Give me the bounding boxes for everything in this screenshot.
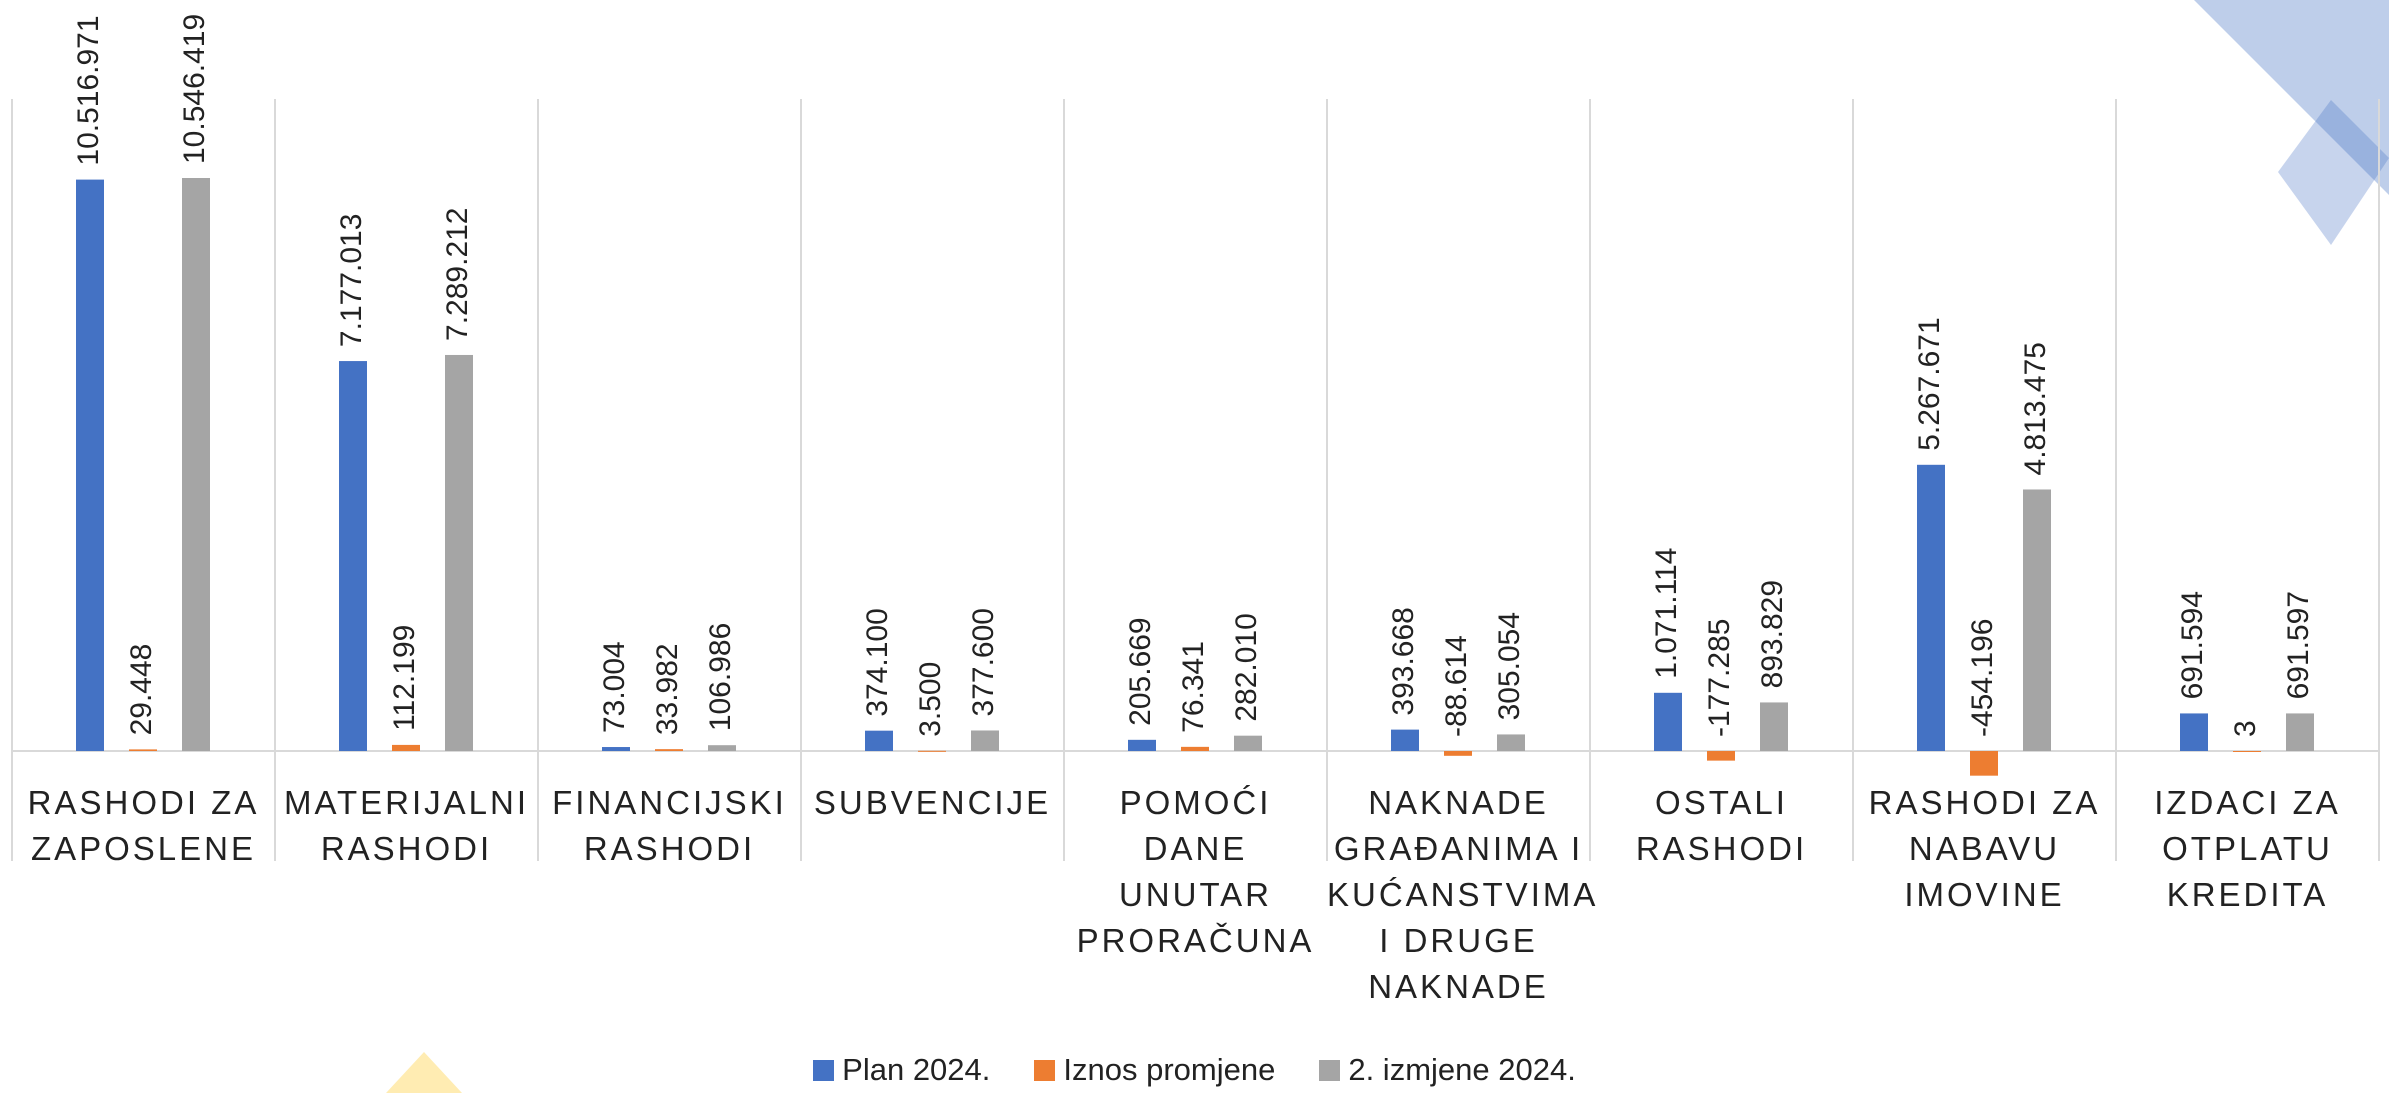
data-label: 377.600 <box>967 608 1000 716</box>
data-label: 33.982 <box>651 643 684 735</box>
data-label: 305.054 <box>1493 612 1526 720</box>
data-label: -88.614 <box>1440 635 1473 737</box>
bar <box>1444 751 1472 756</box>
data-label: 73.004 <box>598 641 631 733</box>
decoration <box>386 1052 462 1093</box>
data-label: 112.199 <box>388 625 421 731</box>
x-tick-label: MATERIJALNI RASHODI <box>283 784 530 867</box>
bar <box>918 750 946 752</box>
bar <box>971 730 999 751</box>
decoration <box>2278 100 2389 245</box>
bar <box>1181 746 1209 751</box>
bar <box>2180 713 2208 751</box>
data-label: 393.668 <box>1387 607 1420 715</box>
x-tick-label: RASHODI ZA NABAVU IMOVINE <box>1868 784 2101 913</box>
decoration <box>2194 0 2389 195</box>
x-tick-label: NAKNADE GRAĐANIMA I KUĆANSTVIMA I DRUGE … <box>1327 784 1599 1005</box>
bar <box>76 179 104 751</box>
legend-swatch <box>813 1059 835 1081</box>
bar <box>1970 751 1998 776</box>
legend-item: 2. izmjene 2024. <box>1319 1052 1576 1088</box>
data-label: 7.177.013 <box>335 214 368 347</box>
bar <box>182 178 210 751</box>
bar <box>1391 729 1419 751</box>
bar <box>392 744 420 751</box>
bar <box>445 354 473 751</box>
bar <box>1760 702 1788 751</box>
x-tick-label: POMOĆI DANE UNUTAR PRORAČUNA <box>1076 784 1315 959</box>
data-label: 106.986 <box>704 623 737 731</box>
bar <box>2023 489 2051 751</box>
x-tick-label: IZDACI ZA OTPLATU KREDITA <box>2154 784 2341 913</box>
bar <box>129 749 157 751</box>
data-label: 1.071.114 <box>1650 548 1683 679</box>
x-tick-label: RASHODI ZA ZAPOSLENE <box>27 784 260 867</box>
bar <box>1654 692 1682 751</box>
data-label: 3.500 <box>914 662 947 737</box>
bar <box>2233 750 2261 752</box>
data-label: 10.516.971 <box>72 15 105 165</box>
bar <box>708 745 736 751</box>
x-tick-label: FINANCIJSKI RASHODI <box>552 784 787 867</box>
data-label: 29.448 <box>125 644 158 736</box>
legend-item: Iznos promjene <box>1034 1052 1275 1088</box>
data-label: 5.267.671 <box>1913 317 1946 450</box>
legend-swatch <box>1034 1059 1056 1081</box>
bar <box>1707 751 1735 761</box>
data-label: 4.813.475 <box>2019 342 2052 475</box>
bar <box>339 361 367 751</box>
bar <box>602 747 630 751</box>
data-label: 374.100 <box>861 608 894 716</box>
bar <box>1497 734 1525 751</box>
data-label: 76.341 <box>1177 641 1210 733</box>
bar <box>2286 713 2314 751</box>
x-tick-label: SUBVENCIJE <box>813 784 1052 821</box>
data-label: -454.196 <box>1966 619 1999 737</box>
bar <box>865 730 893 751</box>
data-label: 10.546.419 <box>178 14 211 164</box>
legend: Plan 2024. Iznos promjene 2. izmjene 2024. <box>0 1052 2389 1088</box>
data-label: 691.594 <box>2176 591 2209 699</box>
bar <box>1917 464 1945 751</box>
legend-label: Plan 2024. <box>842 1052 991 1087</box>
data-label: 691.597 <box>2282 591 2315 699</box>
bar <box>1128 739 1156 751</box>
data-label: 7.289.212 <box>441 207 474 340</box>
data-label: -177.285 <box>1703 619 1736 737</box>
legend-label: Iznos promjene <box>1063 1052 1276 1087</box>
x-tick-label: OSTALI RASHODI <box>1635 784 1808 867</box>
data-label: 3 <box>2229 720 2262 737</box>
bar <box>655 749 683 751</box>
legend-item: Plan 2024. <box>813 1052 990 1088</box>
legend-label: 2. izmjene 2024. <box>1348 1052 1576 1087</box>
data-label: 282.010 <box>1230 613 1263 721</box>
data-label: 893.829 <box>1756 580 1789 688</box>
bar <box>1234 735 1262 751</box>
data-label: 205.669 <box>1124 617 1157 725</box>
legend-swatch <box>1319 1059 1341 1081</box>
